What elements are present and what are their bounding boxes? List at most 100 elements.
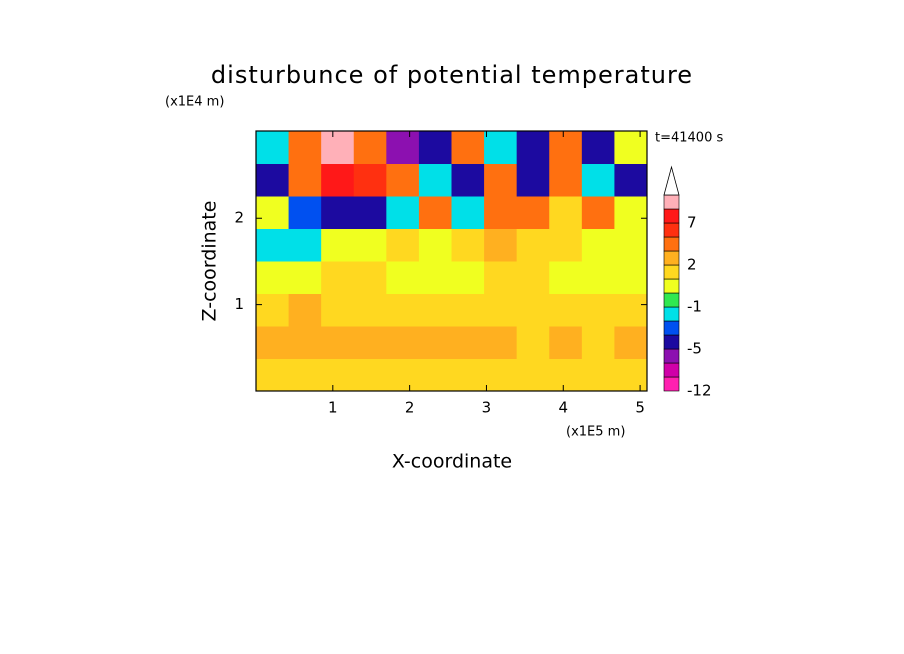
contour-cell [549, 261, 583, 294]
contour-cell [418, 131, 452, 164]
contour-cell [484, 261, 518, 294]
contour-cell [516, 261, 550, 294]
y-tick-label: 1 [234, 295, 244, 313]
contour-cell [451, 131, 485, 164]
contour-cell [386, 131, 420, 164]
contour-cell [321, 358, 355, 392]
contour-cell [386, 196, 420, 229]
colorbar-band [663, 348, 680, 364]
contour-cell [484, 163, 518, 197]
colorbar-tick-label: -1 [687, 298, 702, 316]
contour-cell [353, 326, 387, 359]
x-axis-label: X-coordinate [392, 451, 512, 473]
contour-cell [484, 358, 518, 392]
contour-cell [418, 358, 452, 392]
contour-cell [549, 196, 583, 229]
contour-cell [288, 293, 322, 327]
contour-cell [256, 261, 290, 294]
contour-cell [256, 228, 290, 262]
y-unit: (x1E4 m) [165, 95, 224, 110]
colorbar-tick-label: -12 [687, 382, 712, 400]
contour-cell [418, 261, 452, 294]
contour-cell [451, 358, 485, 392]
contour-cell [516, 196, 550, 229]
contour-cell [581, 261, 615, 294]
contour-cell [549, 163, 583, 197]
contour-cell [353, 196, 387, 229]
contour-cell [256, 293, 290, 327]
colorbar-tick-label: 7 [687, 214, 697, 232]
colorbar-band [663, 278, 680, 294]
colorbar-band [663, 376, 680, 392]
contour-cell [549, 228, 583, 262]
contour-cell [614, 131, 648, 164]
contour-cell [614, 293, 648, 327]
contour-cell [321, 163, 355, 197]
contour-cell [581, 131, 615, 164]
contour-cell [581, 163, 615, 197]
colorbar-arrow [663, 165, 680, 196]
contour-cell [516, 131, 550, 164]
contour-cell [386, 326, 420, 359]
x-tick-label: 2 [405, 399, 415, 417]
time-label: t=41400 s [655, 131, 723, 146]
contour-cell [516, 326, 550, 359]
contour-cell [484, 326, 518, 359]
contour-cell [451, 228, 485, 262]
contour-cell [614, 261, 648, 294]
contour-cell [288, 228, 322, 262]
contour-cell [386, 228, 420, 262]
x-tick-label: 3 [482, 399, 492, 417]
contour-cell [516, 358, 550, 392]
contour-cell [451, 261, 485, 294]
contour-cell [353, 163, 387, 197]
contour-cell [516, 163, 550, 197]
y-tick-label: 2 [234, 209, 244, 227]
contour-cell [256, 326, 290, 359]
chart-title: disturbunce of potential temperature [211, 61, 693, 89]
contour-cell [549, 131, 583, 164]
contour-cell [516, 293, 550, 327]
contour-cell [288, 163, 322, 197]
contour-cell [484, 228, 518, 262]
contour-cell [549, 358, 583, 392]
contour-cell [484, 293, 518, 327]
contour-cell [614, 196, 648, 229]
contour-cell [516, 228, 550, 262]
contour-cell [581, 228, 615, 262]
x-unit: (x1E5 m) [566, 425, 625, 440]
contour-cell [386, 261, 420, 294]
contour-cell [581, 358, 615, 392]
y-axis-label: Z-coordinate [199, 201, 221, 322]
colorbar-band [663, 236, 680, 252]
colorbar-band [663, 222, 680, 238]
colorbar-band [663, 194, 680, 210]
contour-cell [386, 358, 420, 392]
colorbar-band [663, 334, 680, 350]
contour-cell [418, 163, 452, 197]
contour-cell [288, 131, 322, 164]
contour-cell [581, 326, 615, 359]
contour-cell [288, 326, 322, 359]
colorbar-band [663, 362, 680, 378]
contour-cell [418, 228, 452, 262]
contour-cell [353, 228, 387, 262]
plot-frame [255, 130, 648, 392]
contour-cell [451, 326, 485, 359]
x-tick-label: 4 [558, 399, 568, 417]
contour-cell [353, 261, 387, 294]
contour-cell [549, 326, 583, 359]
contour-cell [386, 163, 420, 197]
contour-cell [484, 196, 518, 229]
colorbar-band [663, 208, 680, 224]
contour-cell [549, 293, 583, 327]
colorbar-band [663, 250, 680, 266]
contour-cell [581, 293, 615, 327]
contour-cell [418, 293, 452, 327]
x-tick-label: 5 [635, 399, 645, 417]
colorbar-tick-label: -5 [687, 340, 702, 358]
contour-cell [288, 261, 322, 294]
contour-cell [451, 163, 485, 197]
colorbar-band [663, 306, 680, 322]
